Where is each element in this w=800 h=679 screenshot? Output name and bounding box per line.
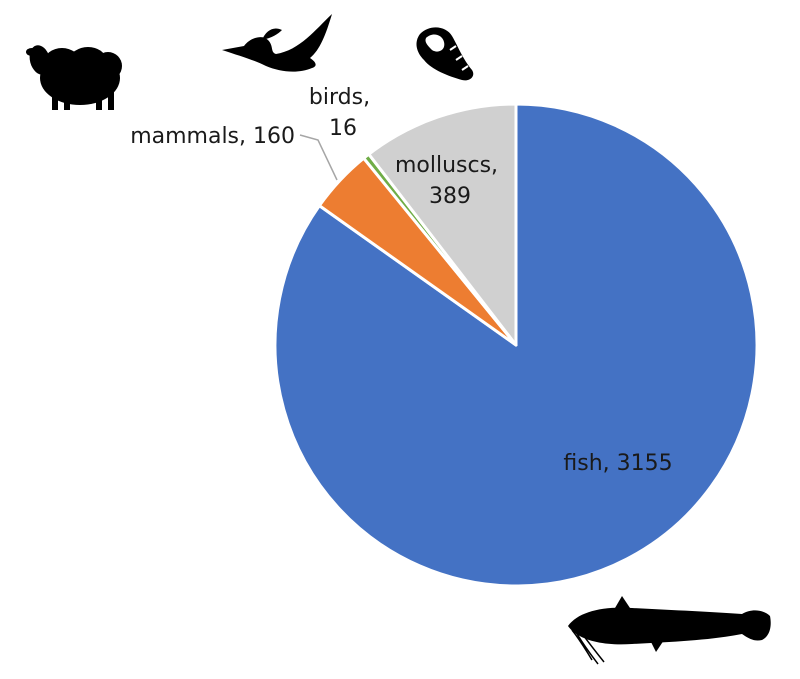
pie-slices — [273, 102, 759, 588]
label-molluscs: molluscs, 389 — [395, 153, 505, 209]
sheep-icon — [26, 45, 122, 110]
label-fish-line-1: fish, 3155 — [563, 451, 672, 476]
label-birds-line-1: birds, — [309, 85, 370, 110]
snail-shell-icon — [416, 27, 474, 81]
leader-lines — [299, 134, 338, 181]
label-mammals: mammals, 160 — [130, 124, 295, 149]
pie-slice-molluscs — [367, 102, 518, 347]
label-birds: birds, 16 — [309, 85, 377, 141]
label-fish: fish, 3155 — [563, 451, 672, 476]
data-labels: fish, 3155 mammals, 160 birds, 16 mollus… — [130, 85, 672, 476]
label-birds-line-2: 16 — [329, 116, 357, 141]
label-mammals-line-1: mammals, 160 — [130, 124, 295, 149]
duck-icon — [222, 14, 332, 72]
label-molluscs-line-2: 389 — [429, 184, 471, 209]
catfish-icon — [568, 596, 771, 665]
mammals-leader-line — [299, 134, 338, 181]
label-molluscs-line-1: molluscs, — [395, 153, 498, 178]
